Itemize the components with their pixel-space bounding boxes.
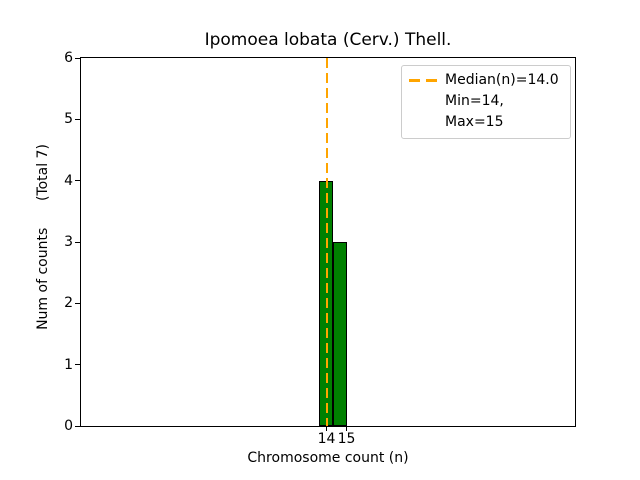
plot-area: 0 1 2 3 4 5 6 14 15 Median(n)=14.0 Min=14, Max=…	[64, 50, 576, 447]
y-tick-label: 0	[64, 418, 73, 434]
legend-minmax-label: Min=14, Max=15	[445, 93, 504, 130]
x-tick-mark	[326, 426, 327, 431]
y-tick-mark	[75, 241, 80, 243]
y-tick-label: 1	[64, 356, 73, 373]
y-tick-mark	[75, 180, 80, 182]
y-tick-mark	[75, 57, 80, 59]
x-axis-label: Chromosome count (n)	[247, 450, 409, 466]
median-line	[325, 58, 328, 426]
legend-median-label: Median(n)=14.0	[445, 72, 559, 88]
legend: Median(n)=14.0 Min=14, Max=15	[401, 65, 571, 139]
legend-median-row: Median(n)=14.0	[409, 70, 562, 91]
histogram-bar	[333, 242, 347, 426]
chart-title: Ipomoea lobata (Cerv.) Thell.	[204, 30, 452, 50]
x-tick-label: 14	[317, 431, 336, 447]
dashed-line-icon	[409, 79, 437, 82]
y-tick-mark	[75, 302, 80, 304]
x-tick-mark	[346, 426, 347, 431]
legend-minmax-row: Min=14, Max=15	[445, 91, 562, 133]
y-tick-label: 3	[64, 234, 73, 250]
y-tick-label: 2	[64, 295, 73, 312]
y-tick-mark	[75, 364, 80, 366]
y-tick-mark	[75, 118, 80, 120]
y-tick-label: 5	[64, 111, 73, 128]
y-tick-mark	[75, 425, 80, 427]
y-tick-label: 4	[64, 172, 73, 189]
x-tick-label: 15	[337, 431, 356, 447]
y-tick-label: 6	[64, 50, 73, 66]
